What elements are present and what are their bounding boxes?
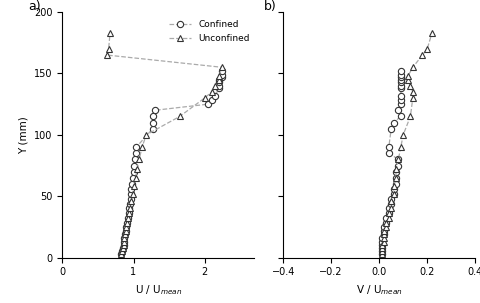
- Confined: [131, 170, 136, 173]
- Legend: Confined, Unconfined: Confined, Unconfined: [165, 17, 254, 46]
- Confined: [151, 115, 156, 118]
- Confined: [130, 176, 136, 180]
- Confined: [121, 236, 127, 240]
- Line: Unconfined: Unconfined: [104, 29, 226, 257]
- Confined: [122, 232, 128, 236]
- Confined: [219, 75, 225, 79]
- Unconfined: [177, 115, 182, 118]
- Confined: [150, 121, 156, 124]
- Text: b): b): [264, 0, 277, 13]
- Unconfined: [216, 78, 222, 82]
- Unconfined: [126, 211, 132, 215]
- Confined: [125, 216, 131, 220]
- Unconfined: [216, 74, 222, 78]
- Confined: [132, 158, 138, 161]
- Confined: [120, 246, 126, 250]
- Confined: [126, 207, 132, 210]
- Confined: [126, 211, 132, 215]
- Confined: [121, 240, 127, 243]
- Unconfined: [124, 221, 130, 225]
- Unconfined: [125, 216, 131, 220]
- Confined: [216, 84, 222, 88]
- Unconfined: [121, 236, 127, 240]
- X-axis label: V / U$_{mean}$: V / U$_{mean}$: [356, 283, 403, 297]
- Confined: [219, 73, 225, 77]
- Unconfined: [107, 31, 113, 35]
- Confined: [129, 192, 134, 195]
- Confined: [119, 250, 125, 253]
- Unconfined: [123, 225, 129, 229]
- Unconfined: [127, 207, 133, 210]
- Unconfined: [122, 232, 128, 236]
- Unconfined: [209, 90, 215, 94]
- Unconfined: [134, 167, 140, 171]
- Unconfined: [130, 192, 136, 195]
- Unconfined: [139, 145, 145, 149]
- Confined: [124, 221, 130, 225]
- Unconfined: [136, 158, 142, 161]
- X-axis label: U / U$_{mean}$: U / U$_{mean}$: [135, 283, 182, 297]
- Confined: [119, 252, 124, 256]
- Confined: [133, 152, 139, 155]
- Confined: [129, 182, 135, 186]
- Confined: [150, 127, 156, 131]
- Unconfined: [106, 47, 111, 51]
- Unconfined: [129, 199, 134, 203]
- Unconfined: [219, 65, 225, 69]
- Unconfined: [202, 96, 207, 100]
- Unconfined: [121, 240, 127, 243]
- Confined: [216, 80, 222, 84]
- Confined: [128, 197, 133, 201]
- Confined: [127, 202, 133, 205]
- Confined: [132, 164, 137, 167]
- Unconfined: [104, 53, 110, 57]
- Confined: [129, 187, 134, 191]
- Unconfined: [119, 250, 125, 253]
- Unconfined: [213, 84, 218, 88]
- Confined: [120, 244, 126, 247]
- Unconfined: [120, 244, 126, 247]
- Unconfined: [132, 185, 137, 188]
- Confined: [219, 69, 225, 73]
- Unconfined: [119, 252, 124, 256]
- Confined: [209, 99, 215, 102]
- Line: Confined: Confined: [118, 68, 226, 257]
- Confined: [123, 225, 129, 229]
- Y-axis label: Y (mm): Y (mm): [19, 116, 29, 154]
- Unconfined: [133, 176, 139, 180]
- Unconfined: [123, 229, 129, 232]
- Confined: [152, 108, 158, 112]
- Text: a): a): [28, 0, 40, 13]
- Confined: [216, 86, 222, 90]
- Unconfined: [120, 246, 126, 250]
- Confined: [133, 145, 139, 149]
- Confined: [123, 229, 129, 232]
- Confined: [216, 78, 222, 82]
- Confined: [213, 94, 218, 97]
- Unconfined: [144, 133, 149, 137]
- Confined: [205, 102, 211, 106]
